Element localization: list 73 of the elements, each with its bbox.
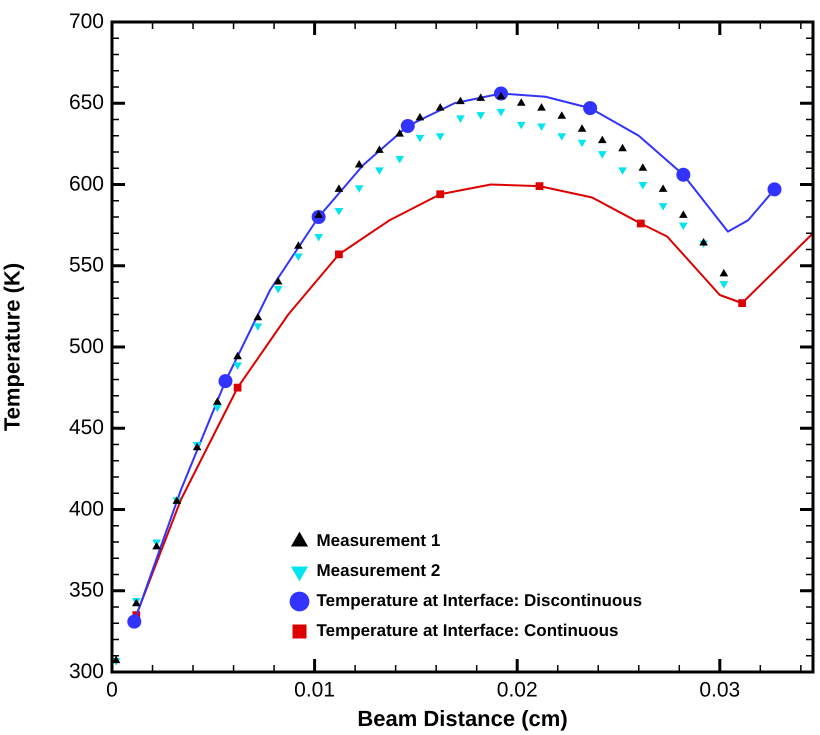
point xyxy=(395,156,404,164)
x-tick-label: 0.03 xyxy=(699,678,740,702)
point xyxy=(274,286,282,294)
point xyxy=(127,614,142,629)
point xyxy=(578,124,586,132)
point xyxy=(456,115,465,123)
point xyxy=(598,151,607,159)
point xyxy=(618,167,627,175)
point xyxy=(456,96,465,104)
x-tick-label: 0.01 xyxy=(294,678,336,702)
point xyxy=(294,241,303,249)
point xyxy=(416,112,424,120)
y-tick-label: 600 xyxy=(68,172,104,196)
point xyxy=(436,103,445,111)
point xyxy=(578,140,586,148)
point xyxy=(354,185,364,193)
point xyxy=(314,234,323,242)
point xyxy=(416,134,424,142)
y-tick-label: 350 xyxy=(68,578,104,602)
y-tick-label: 400 xyxy=(68,497,104,520)
point xyxy=(516,122,526,130)
y-tick-label: 500 xyxy=(68,334,104,358)
point xyxy=(400,119,415,133)
point xyxy=(738,299,746,308)
legend-label: Temperature at Interface: Continuous xyxy=(316,621,618,640)
point xyxy=(699,238,708,246)
point xyxy=(557,133,566,141)
y-tick-label: 300 xyxy=(68,660,104,683)
y-tick-label: 450 xyxy=(68,416,104,440)
point xyxy=(636,220,645,228)
point xyxy=(436,190,444,198)
legend-label: Temperature at Interface: Discontinuous xyxy=(316,591,642,610)
point xyxy=(638,182,648,190)
point xyxy=(254,323,262,331)
x-tick-label: 0 xyxy=(106,678,118,702)
point xyxy=(354,160,364,168)
point xyxy=(294,254,303,261)
point xyxy=(516,98,526,106)
y-tick-label: 550 xyxy=(68,254,104,277)
point xyxy=(536,182,544,190)
point xyxy=(375,145,384,153)
legend-label: Measurement 1 xyxy=(316,531,440,550)
point xyxy=(618,144,627,152)
point xyxy=(658,184,668,192)
point xyxy=(598,136,607,144)
point xyxy=(233,362,242,370)
point xyxy=(496,108,506,116)
y-axis-title: Temperature (K) xyxy=(0,262,24,432)
point xyxy=(395,129,404,137)
point xyxy=(537,103,546,111)
point xyxy=(537,124,546,131)
y-tick-label: 650 xyxy=(68,91,104,114)
point xyxy=(658,203,668,211)
point xyxy=(334,184,344,192)
x-axis-title: Beam Distance (cm) xyxy=(357,706,568,731)
point xyxy=(676,168,690,182)
point xyxy=(213,404,222,412)
point xyxy=(334,208,344,216)
point xyxy=(768,182,782,196)
y-tick-label: 700 xyxy=(68,10,104,33)
point xyxy=(476,93,486,101)
point xyxy=(436,133,445,141)
legend-label: Measurement 2 xyxy=(316,561,440,580)
x-tick-label: 0.02 xyxy=(496,678,538,702)
point xyxy=(679,222,688,230)
point xyxy=(335,250,343,258)
point xyxy=(557,111,566,119)
point xyxy=(234,384,242,392)
point xyxy=(218,374,232,388)
point xyxy=(583,101,598,116)
point xyxy=(720,281,728,289)
point xyxy=(375,167,384,175)
point xyxy=(638,163,648,171)
